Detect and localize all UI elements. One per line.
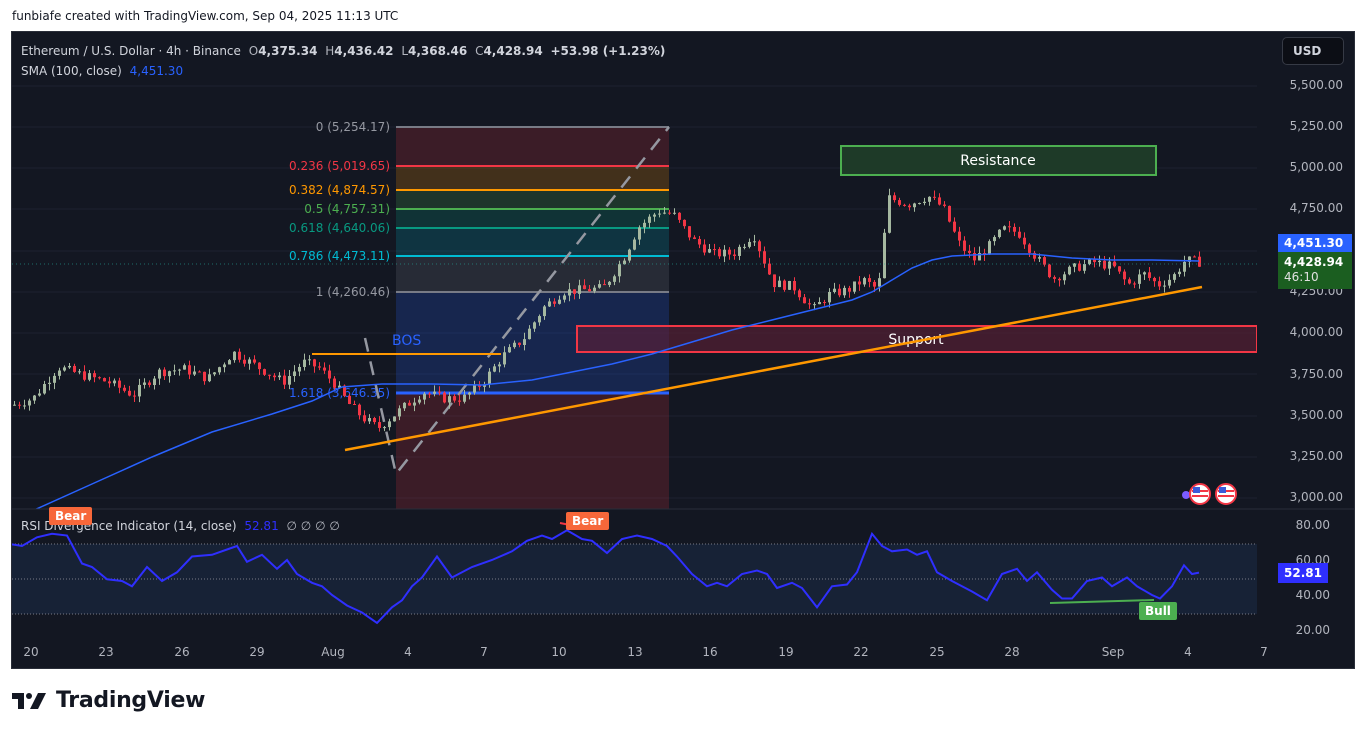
candlesticks bbox=[13, 188, 1201, 432]
time-axis-label: Aug bbox=[321, 645, 345, 659]
time-axis-label: 13 bbox=[627, 645, 643, 659]
last-price-tag: 4,428.94 46:10 bbox=[1278, 252, 1352, 289]
chart-legend: Ethereum / U.S. Dollar · 4h · Binance O4… bbox=[21, 41, 665, 81]
time-axis-label: 25 bbox=[929, 645, 945, 659]
sma-label[interactable]: SMA (100, close) bbox=[21, 64, 122, 78]
support-zone[interactable]: Support bbox=[576, 325, 1257, 353]
tradingview-logo[interactable]: TradingView bbox=[12, 688, 205, 713]
time-axis-label: 16 bbox=[702, 645, 718, 659]
bull-divergence-line bbox=[1049, 599, 1155, 604]
rsi-line bbox=[12, 529, 1200, 625]
time-axis-label: 23 bbox=[98, 645, 114, 659]
fib-label: 1 (4,260.46) bbox=[316, 285, 390, 299]
fib-label: 1.618 (3,646.35) bbox=[289, 386, 390, 400]
tradingview-wordmark: TradingView bbox=[56, 688, 206, 713]
bear-label-2: Bear bbox=[566, 512, 610, 530]
bar-countdown: 46:10 bbox=[1284, 270, 1319, 284]
time-axis-label: 20 bbox=[23, 645, 39, 659]
fib-label: 0.236 (5,019.65) bbox=[289, 159, 390, 173]
fib-label: 0.618 (4,640.06) bbox=[289, 221, 390, 235]
fib-label: 0 (5,254.17) bbox=[316, 120, 390, 134]
time-axis-label: 26 bbox=[174, 645, 190, 659]
time-axis-label: 7 bbox=[480, 645, 488, 659]
ascending-trendline[interactable] bbox=[344, 285, 1203, 452]
change-value: +53.98 (+1.23%) bbox=[550, 44, 666, 58]
bos-marker[interactable]: BOS bbox=[312, 333, 501, 355]
time-axis-label: 7 bbox=[1260, 645, 1268, 659]
sma-value: 4,451.30 bbox=[129, 64, 184, 78]
ohlc-row: Ethereum / U.S. Dollar · 4h · Binance O4… bbox=[21, 44, 666, 58]
time-axis-label: 19 bbox=[778, 645, 794, 659]
rsi-value-tag: 52.81 bbox=[1278, 563, 1328, 583]
time-axis-label: 10 bbox=[551, 645, 567, 659]
rsi-pane[interactable] bbox=[12, 522, 1257, 625]
time-axis-label: 22 bbox=[853, 645, 869, 659]
close-value: 4,428.94 bbox=[483, 44, 543, 58]
sma-line[interactable] bbox=[32, 253, 1200, 511]
low-value: 4,368.46 bbox=[408, 44, 468, 58]
symbol-title[interactable]: Ethereum / U.S. Dollar · 4h · Binance bbox=[21, 44, 241, 58]
economic-event-icons[interactable] bbox=[1182, 483, 1237, 505]
sma-row: SMA (100, close) 4,451.30 bbox=[21, 61, 665, 81]
tradingview-logo-icon bbox=[12, 692, 46, 709]
resistance-zone[interactable]: Resistance bbox=[840, 145, 1157, 176]
sma-price-tag: 4,451.30 bbox=[1278, 234, 1352, 252]
price-chart-canvas[interactable]: 0 (5,254.17) 0.236 (5,019.65) 0.382 (4,8… bbox=[12, 32, 1355, 668]
bull-label: Bull bbox=[1139, 602, 1177, 620]
chart-frame[interactable]: 0 (5,254.17) 0.236 (5,019.65) 0.382 (4,8… bbox=[11, 31, 1355, 669]
fib-label: 0.5 (4,757.31) bbox=[304, 202, 390, 216]
time-axis-label: 29 bbox=[249, 645, 265, 659]
bos-label: BOS bbox=[392, 333, 421, 349]
high-value: 4,436.42 bbox=[334, 44, 394, 58]
bear-label-1: Bear bbox=[49, 507, 93, 525]
time-axis-label: 4 bbox=[1184, 645, 1192, 659]
chart-credit: funbiafe created with TradingView.com, S… bbox=[12, 9, 399, 23]
time-axis-label: Sep bbox=[1101, 645, 1125, 659]
currency-button[interactable]: USD bbox=[1282, 37, 1344, 65]
rsi-extra-values: ∅ ∅ ∅ ∅ bbox=[286, 519, 340, 533]
open-value: 4,375.34 bbox=[258, 44, 318, 58]
fib-label: 0.382 (4,874.57) bbox=[289, 183, 390, 197]
rsi-value: 52.81 bbox=[244, 519, 279, 533]
us-flag-icon bbox=[1215, 483, 1237, 505]
time-axis-label: 4 bbox=[404, 645, 412, 659]
star-icon bbox=[1182, 491, 1190, 499]
last-price-value: 4,428.94 bbox=[1284, 255, 1344, 269]
fib-label: 0.786 (4,473.11) bbox=[289, 249, 390, 263]
resistance-label: Resistance bbox=[960, 153, 1035, 169]
time-axis-label: 28 bbox=[1004, 645, 1020, 659]
us-flag-icon bbox=[1189, 483, 1211, 505]
